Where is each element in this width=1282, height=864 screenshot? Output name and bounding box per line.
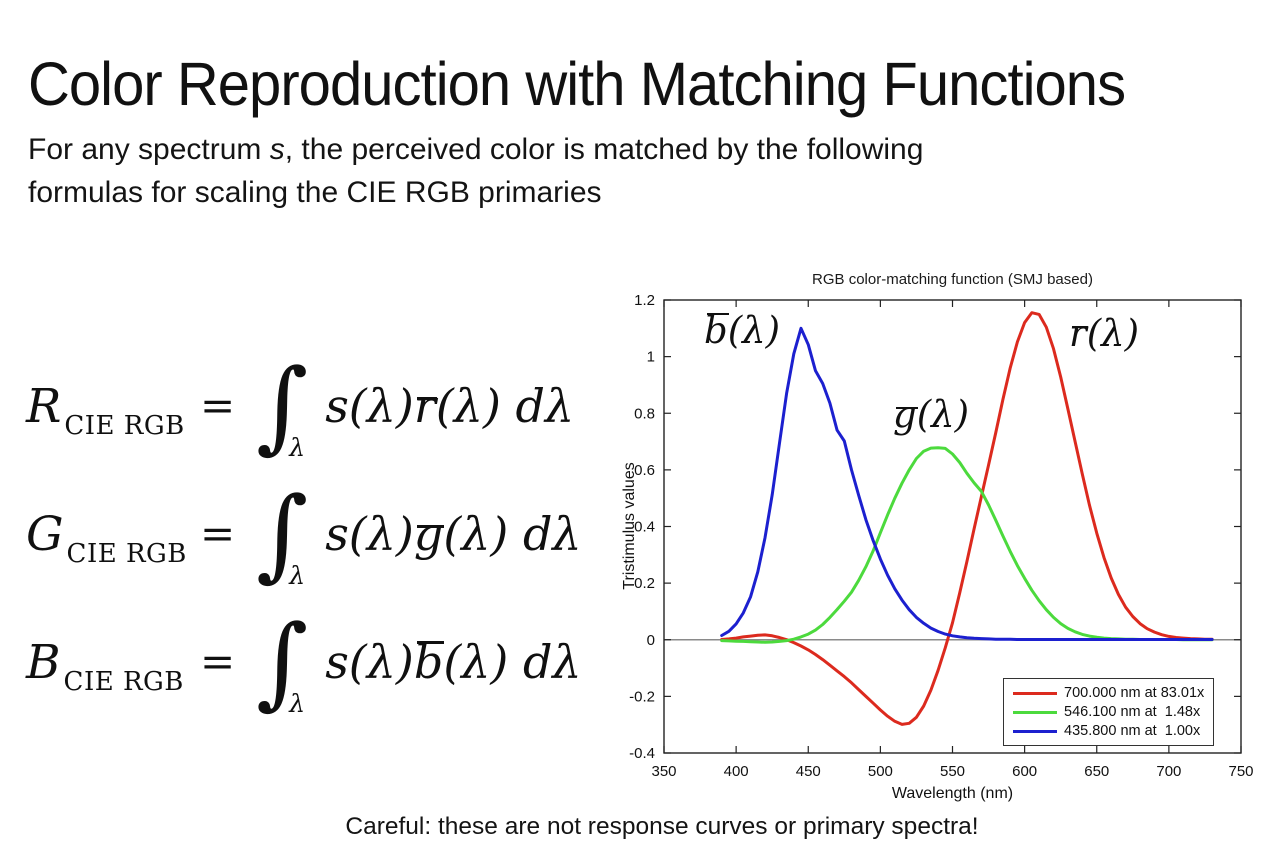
equation-b-cie-rgb: B CIE RGB = ∫ λ s(λ)b(λ) dλ bbox=[16, 603, 582, 720]
paragraph-text-post: , the perceived color is matched by the … bbox=[28, 133, 924, 209]
y-tick-label: -0.4 bbox=[629, 745, 655, 762]
integrand-tail: (λ) dλ bbox=[435, 379, 575, 433]
integral-subscript-lambda: λ bbox=[289, 433, 306, 462]
integral-sign: ∫ bbox=[256, 475, 309, 592]
y-tick-label: 0.2 bbox=[634, 575, 655, 592]
integral: ∫ λ bbox=[251, 475, 313, 592]
equation-g-cie-rgb: G CIE RGB = ∫ λ s(λ)g(λ) dλ bbox=[16, 475, 582, 592]
equals-sign: = bbox=[200, 509, 236, 558]
integrand-spectrum: s(λ) bbox=[325, 635, 414, 689]
integrand-spectrum: s(λ) bbox=[325, 379, 414, 433]
g-bar-symbol: g bbox=[893, 393, 918, 436]
equations-block: R CIE RGB = ∫ λ s(λ)r(λ) dλ G CIE RGB = ∫ λ … bbox=[16, 347, 582, 720]
lambda-arg: (λ) bbox=[1086, 312, 1140, 355]
legend-line-blue bbox=[1013, 729, 1057, 733]
y-tick-label: 0.4 bbox=[634, 519, 655, 536]
chart-legend: 700.000 nm at 83.01x 546.100 nm at 1.48x… bbox=[1003, 678, 1215, 746]
equals-sign: = bbox=[200, 637, 236, 686]
cmf-chart-figure: 350 400 450 500 550 600 650 700 750 -0.4 -0.2 0 0.2 0… bbox=[600, 258, 1282, 818]
x-tick-label: 350 bbox=[651, 763, 676, 780]
x-tick-label: 650 bbox=[1084, 763, 1109, 780]
integrand: s(λ)r(λ) dλ bbox=[325, 383, 574, 429]
legend-line-green bbox=[1013, 710, 1057, 714]
y-tick-label: 0.6 bbox=[634, 462, 655, 479]
x-tick-label: 750 bbox=[1228, 763, 1253, 780]
curve-label-g-bar: g(λ) bbox=[893, 396, 969, 433]
integral: ∫ λ bbox=[251, 603, 313, 720]
body-paragraph: For any spectrum s, the perceived color … bbox=[28, 128, 1228, 214]
subscript-cie-rgb: CIE RGB bbox=[63, 666, 184, 697]
y-tick-label: 0 bbox=[647, 632, 655, 649]
integral: ∫ λ bbox=[251, 347, 313, 464]
integrand: s(λ)g(λ) dλ bbox=[325, 511, 581, 557]
warning-caption: Careful: these are not response curves o… bbox=[345, 813, 979, 840]
integral-subscript-lambda: λ bbox=[289, 689, 306, 718]
b-bar-symbol: b bbox=[704, 309, 729, 352]
equation-lhs: R CIE RGB bbox=[16, 383, 196, 439]
lambda-arg: (λ) bbox=[916, 393, 970, 436]
variable-R: R bbox=[26, 378, 62, 434]
legend-label: 546.100 nm at 1.48x bbox=[1064, 704, 1201, 720]
integral-sign: ∫ bbox=[256, 347, 309, 464]
y-tick-label: -0.2 bbox=[629, 688, 655, 705]
x-tick-label: 600 bbox=[1012, 763, 1037, 780]
legend-item-green: 546.100 nm at 1.48x bbox=[1013, 704, 1204, 720]
integrand-tail: (λ) dλ bbox=[443, 635, 582, 689]
b-bar-symbol: b bbox=[413, 635, 445, 689]
curve-label-r-bar: r(λ) bbox=[1069, 315, 1139, 352]
x-tick-label: 550 bbox=[940, 763, 965, 780]
equation-r-cie-rgb: R CIE RGB = ∫ λ s(λ)r(λ) dλ bbox=[16, 347, 582, 464]
curve-label-b-bar: b(λ) bbox=[704, 312, 780, 349]
page-title: Color Reproduction with Matching Functio… bbox=[28, 49, 1126, 118]
legend-label: 700.000 nm at 83.01x bbox=[1064, 685, 1205, 701]
x-tick-label: 500 bbox=[868, 763, 893, 780]
integrand-tail: (λ) dλ bbox=[443, 507, 582, 561]
x-tick-label: 450 bbox=[796, 763, 821, 780]
legend-line-red bbox=[1013, 691, 1057, 695]
chart-title: RGB color-matching function (SMJ based) bbox=[812, 271, 1093, 288]
r-bar-symbol: r bbox=[1069, 312, 1088, 355]
subscript-cie-rgb: CIE RGB bbox=[66, 538, 187, 569]
legend-item-red: 700.000 nm at 83.01x bbox=[1013, 685, 1204, 701]
y-tick-label: 1.2 bbox=[634, 292, 655, 309]
integral-sign: ∫ bbox=[256, 603, 309, 720]
integral-subscript-lambda: λ bbox=[289, 561, 306, 590]
r-bar-symbol: r bbox=[413, 379, 437, 433]
subscript-cie-rgb: CIE RGB bbox=[64, 410, 185, 441]
cmf-chart-canvas: 350 400 450 500 550 600 650 700 750 -0.4 -0.2 0 0.2 0… bbox=[629, 292, 1253, 780]
series-line-b-bar bbox=[720, 326, 1214, 641]
variable-G: G bbox=[26, 506, 64, 562]
variable-B: B bbox=[26, 634, 61, 690]
x-tick-label: 700 bbox=[1156, 763, 1181, 780]
equation-lhs: B CIE RGB bbox=[16, 639, 196, 695]
equals-sign: = bbox=[200, 381, 236, 430]
legend-item-blue: 435.800 nm at 1.00x bbox=[1013, 723, 1204, 739]
lambda-arg: (λ) bbox=[727, 309, 781, 352]
equation-lhs: G CIE RGB bbox=[16, 511, 196, 567]
g-bar-symbol: g bbox=[413, 507, 445, 561]
series-line-g-bar bbox=[720, 446, 1214, 644]
integrand-spectrum: s(λ) bbox=[325, 507, 414, 561]
y-axis-label: Tristimulus values bbox=[621, 462, 638, 590]
paragraph-text-pre: For any spectrum bbox=[28, 133, 270, 166]
series-line-r-bar bbox=[720, 311, 1214, 726]
integrand: s(λ)b(λ) dλ bbox=[325, 639, 581, 685]
legend-label: 435.800 nm at 1.00x bbox=[1064, 723, 1201, 739]
y-tick-label: 0.8 bbox=[634, 405, 655, 422]
x-axis-label: Wavelength (nm) bbox=[891, 785, 1014, 802]
spectrum-s-variable: s bbox=[269, 133, 285, 166]
y-tick-label: 1 bbox=[647, 349, 655, 366]
x-tick-label: 400 bbox=[724, 763, 749, 780]
